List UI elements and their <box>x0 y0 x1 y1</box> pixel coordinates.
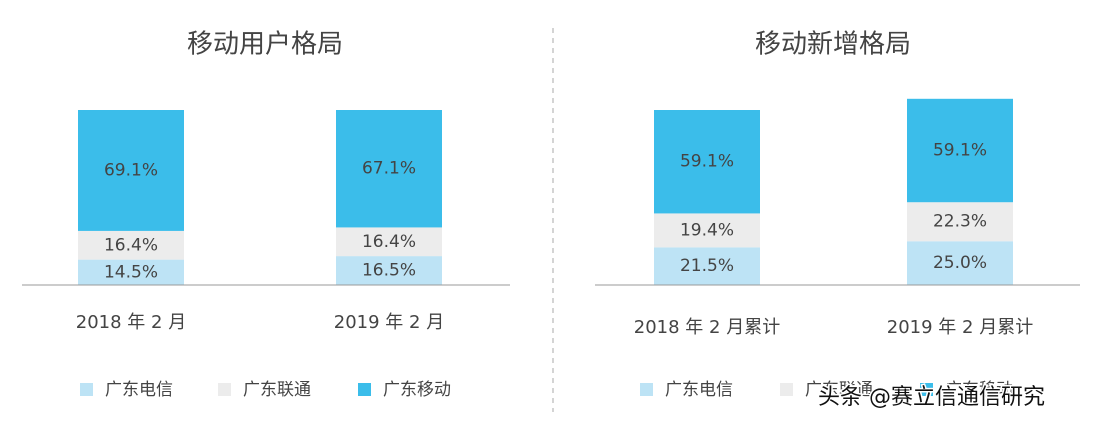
legend-swatch <box>920 383 933 396</box>
chart-title: 移动用户格局 <box>187 30 343 60</box>
watermark: 头条 @赛立信通信研究 <box>818 385 1045 410</box>
category-label: 2019 年 2 月累计 <box>887 317 1033 338</box>
bar-segment <box>336 227 442 257</box>
value-label: 16.5% <box>362 261 416 281</box>
bar-segment <box>336 110 442 228</box>
bar-segment <box>78 230 184 260</box>
bar-segment <box>78 259 184 285</box>
category-label: 2018 年 2 月 <box>76 312 186 333</box>
legend-swatch <box>218 383 231 396</box>
value-label: 14.5% <box>104 262 158 282</box>
category-label: 2018 年 2 月累计 <box>634 317 780 338</box>
value-label: 22.3% <box>933 212 987 232</box>
bar-segment <box>654 110 760 214</box>
legend-label: 广东电信 <box>105 380 173 400</box>
legend-label: 广东联通 <box>805 380 873 400</box>
legend-swatch <box>640 383 653 396</box>
bar-segment <box>78 110 184 231</box>
value-label: 19.4% <box>680 220 734 240</box>
value-label: 59.1% <box>933 141 987 161</box>
legend-swatch <box>80 383 93 396</box>
bar-segment <box>907 202 1013 242</box>
bar-segment <box>907 241 1013 285</box>
value-label: 25.0% <box>933 253 987 273</box>
category-label: 2019 年 2 月 <box>334 312 444 333</box>
legend-label: 广东移动 <box>383 380 451 400</box>
bar-segment <box>654 213 760 248</box>
value-label: 16.4% <box>362 232 416 252</box>
bar-segment <box>336 256 442 285</box>
chart-title: 移动新增格局 <box>755 30 911 60</box>
legend-swatch <box>780 383 793 396</box>
value-label: 16.4% <box>104 235 158 255</box>
legend-label: 广东联通 <box>243 380 311 400</box>
value-label: 69.1% <box>104 160 158 180</box>
legend-label: 广东移动 <box>945 380 1013 400</box>
bar-segment <box>907 98 1013 203</box>
value-label: 67.1% <box>362 159 416 179</box>
legend-swatch <box>358 383 371 396</box>
bar-segment <box>654 247 760 285</box>
value-label: 21.5% <box>680 256 734 276</box>
value-label: 59.1% <box>680 152 734 172</box>
legend-label: 广东电信 <box>665 380 733 400</box>
